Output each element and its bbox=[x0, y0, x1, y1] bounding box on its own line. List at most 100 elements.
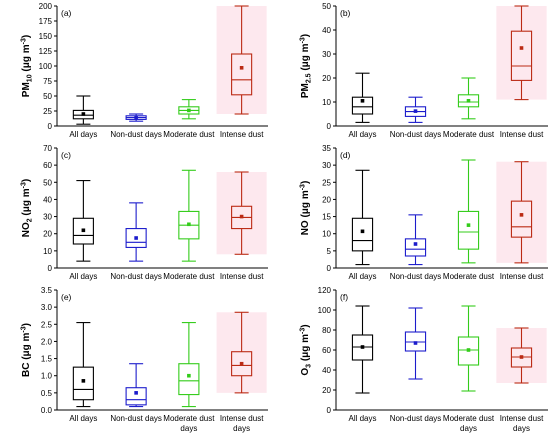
y-tick-label: 100 bbox=[318, 306, 332, 315]
panel-label: (a) bbox=[61, 8, 72, 18]
y-tick-label: 30 bbox=[43, 213, 52, 222]
chart-panel-3: 0 10 20 30 40 50 60 70 All days Non-dust days Mode… bbox=[21, 144, 268, 281]
box-iqr bbox=[404, 238, 427, 257]
y-tick-label: 75 bbox=[43, 77, 52, 86]
y-tick-label: 50 bbox=[43, 92, 52, 101]
box-iqr bbox=[72, 109, 94, 120]
chart-panel-6: 0 20 40 60 80 100 120 All days Non-dust days Mode… bbox=[300, 286, 548, 433]
box-4 bbox=[510, 5, 533, 101]
box-2 bbox=[404, 214, 427, 266]
box-1 bbox=[351, 72, 374, 123]
box-1 bbox=[72, 322, 94, 408]
y-tick-label: 50 bbox=[43, 178, 52, 187]
box-iqr bbox=[457, 94, 480, 108]
x-category-label: Intense dust days bbox=[500, 414, 544, 433]
mean-marker bbox=[519, 213, 524, 217]
y-tick-label: 125 bbox=[39, 47, 53, 56]
mean-marker bbox=[187, 373, 191, 378]
x-category-label: Moderate dust days bbox=[443, 414, 495, 433]
box-iqr bbox=[125, 387, 147, 406]
y-axis-title: PM2.5 (μg m-3) bbox=[300, 34, 313, 98]
y-tick-label: 40 bbox=[43, 195, 52, 204]
chart-panel-1: 0 25 50 75 100 125 150 175 200 All days Non-dust d… bbox=[21, 2, 268, 139]
x-category-label: Moderate dust bbox=[163, 130, 215, 139]
box-iqr bbox=[178, 363, 200, 396]
panel-label: (d) bbox=[340, 150, 351, 160]
mean-marker bbox=[239, 214, 244, 219]
mean-marker bbox=[413, 242, 418, 246]
mean-marker bbox=[413, 341, 418, 345]
y-axis-title: O3 (μg m-3) bbox=[300, 324, 313, 375]
box-iqr bbox=[510, 30, 533, 81]
y-tick-label: 25 bbox=[43, 107, 52, 116]
box-4 bbox=[231, 311, 253, 394]
box-4 bbox=[510, 327, 533, 384]
mean-marker bbox=[360, 99, 365, 103]
box-3 bbox=[457, 77, 480, 120]
box-2 bbox=[125, 363, 147, 408]
y-axis-title: PM10 (μg m-3) bbox=[21, 35, 34, 97]
panel-label: (c) bbox=[61, 150, 71, 160]
y-axis-title: NO (μg m-3) bbox=[300, 181, 312, 236]
x-category-label: Non-dust days bbox=[390, 272, 442, 281]
y-tick-label: 3.0 bbox=[41, 303, 53, 312]
mean-marker bbox=[519, 46, 524, 50]
box-iqr bbox=[231, 53, 253, 96]
mean-marker bbox=[413, 109, 418, 113]
chart-panel-5: 0.0 0.5 1.0 1.5 2.0 2.5 3.0 3.5 All days Non-dust… bbox=[21, 286, 268, 433]
mean-marker bbox=[81, 379, 86, 383]
x-category-label: Intense dust bbox=[220, 130, 264, 139]
y-tick-label: 100 bbox=[39, 62, 53, 71]
x-category-label: All days bbox=[348, 272, 376, 281]
mean-marker bbox=[360, 345, 365, 349]
mean-marker bbox=[519, 355, 524, 359]
box-1 bbox=[72, 95, 94, 125]
mean-marker bbox=[239, 66, 244, 70]
y-tick-label: 5 bbox=[327, 247, 332, 256]
mean-marker bbox=[360, 229, 365, 234]
box-2 bbox=[404, 307, 427, 380]
y-tick-label: 30 bbox=[322, 50, 331, 59]
box-iqr bbox=[231, 351, 253, 377]
mean-marker bbox=[466, 348, 471, 352]
x-category-label: All days bbox=[69, 272, 97, 281]
y-tick-label: 10 bbox=[322, 230, 331, 239]
y-tick-label: 0 bbox=[327, 406, 332, 415]
mean-marker bbox=[466, 223, 471, 227]
x-category-label: Non-dust days bbox=[110, 272, 162, 281]
y-tick-label: 20 bbox=[322, 386, 331, 395]
mean-marker bbox=[81, 228, 86, 233]
box-3 bbox=[178, 99, 200, 120]
x-category-label: Moderate dust days bbox=[163, 414, 215, 433]
y-tick-label: 30 bbox=[322, 161, 331, 170]
x-category-label: All days bbox=[348, 130, 376, 139]
mean-marker bbox=[239, 361, 244, 366]
x-category-label: Moderate dust bbox=[443, 272, 495, 281]
x-category-label: Non-dust days bbox=[390, 130, 442, 139]
x-category-label: All days bbox=[348, 414, 376, 423]
mean-marker bbox=[81, 112, 86, 116]
box-4 bbox=[231, 171, 253, 255]
mean-marker bbox=[134, 391, 138, 395]
x-category-label: Non-dust days bbox=[110, 414, 162, 423]
box-iqr bbox=[72, 366, 94, 401]
box-iqr bbox=[125, 228, 147, 248]
y-tick-label: 40 bbox=[322, 26, 331, 35]
y-axis-title: BC (μg m-3) bbox=[21, 323, 33, 377]
x-category-label: Intense dust days bbox=[220, 414, 264, 433]
box-iqr bbox=[457, 336, 480, 366]
mean-marker bbox=[466, 99, 471, 103]
box-3 bbox=[178, 169, 200, 262]
x-category-label: Intense dust bbox=[220, 272, 264, 281]
x-category-label: All days bbox=[69, 130, 97, 139]
box-iqr bbox=[457, 210, 480, 250]
y-tick-label: 60 bbox=[322, 346, 331, 355]
y-tick-label: 10 bbox=[43, 247, 52, 256]
box-3 bbox=[178, 322, 200, 408]
box-1 bbox=[351, 305, 374, 394]
y-tick-label: 40 bbox=[322, 366, 331, 375]
y-tick-label: 3.5 bbox=[41, 286, 53, 295]
box-3 bbox=[457, 159, 480, 264]
x-category-label: Moderate dust bbox=[443, 130, 495, 139]
x-category-label: Non-dust days bbox=[390, 414, 442, 423]
